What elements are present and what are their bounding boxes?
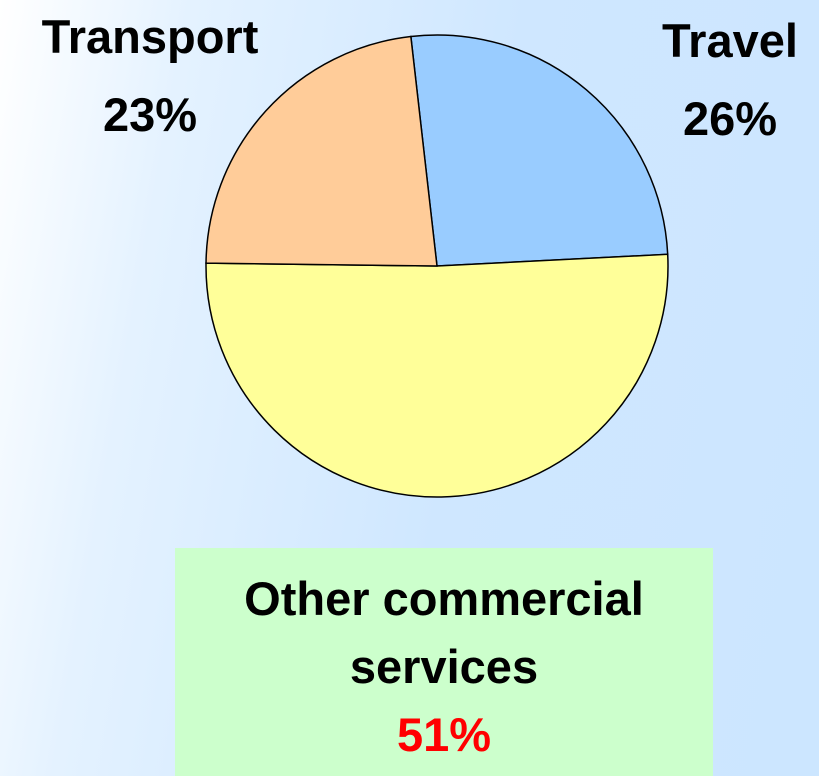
pie-slice <box>410 34 669 267</box>
value-label: 26% <box>682 92 778 145</box>
slice-label: Travel 26% <box>630 2 819 158</box>
slice-label: Transport 23% <box>10 0 290 154</box>
value-label: 23% <box>102 88 198 141</box>
category-label: Other commercial services <box>244 572 644 693</box>
label-box: Other commercial services 51% <box>175 548 713 776</box>
slice-label: Other commercial services 51% <box>175 548 713 769</box>
value-label: 51% <box>396 708 492 761</box>
pie-slice <box>205 35 438 267</box>
category-label: Travel <box>662 14 798 67</box>
pie-slice <box>205 253 669 498</box>
category-label: Transport <box>41 10 259 63</box>
